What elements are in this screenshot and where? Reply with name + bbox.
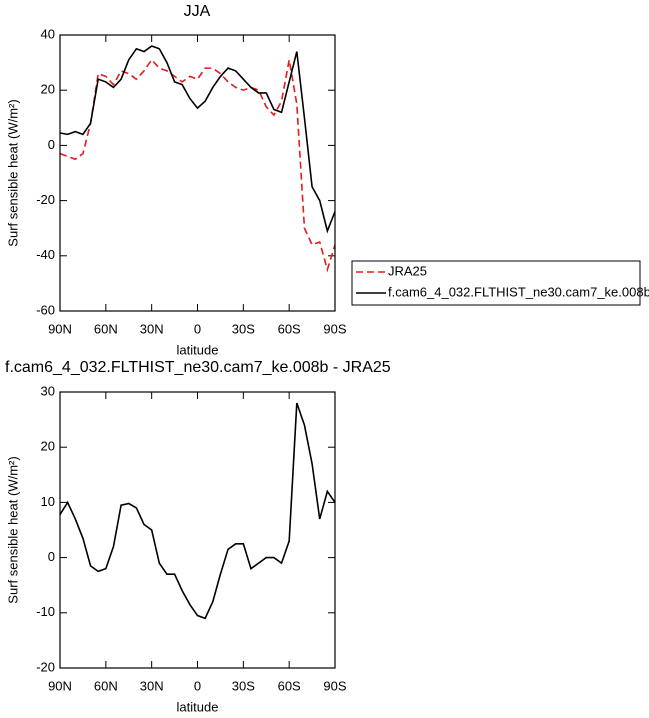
y-axis-label: Surf sensible heat (W/m²) [5, 456, 20, 603]
x-tick-label: 60S [278, 678, 301, 693]
y-tick-label: 30 [41, 383, 55, 398]
x-tick-label: 90S [323, 678, 346, 693]
data-line [59, 402, 336, 620]
x-tick-label: 30N [140, 678, 164, 693]
chart-title: JJA [184, 3, 211, 20]
y-tick-label: 0 [48, 137, 55, 152]
x-tick-label: 90S [323, 321, 346, 336]
plot-frame [59, 391, 336, 669]
x-tick-label: 30S [232, 678, 255, 693]
data-line [59, 45, 336, 234]
chart-title: f.cam6_4_032.FLTHIST_ne30.cam7_ke.008b -… [5, 359, 391, 376]
y-tick-label: -40 [36, 247, 55, 262]
y-tick-label: -20 [36, 192, 55, 207]
y-axis-label: Surf sensible heat (W/m²) [5, 99, 20, 246]
x-tick-label: 60N [94, 321, 118, 336]
data-line [59, 58, 336, 273]
x-tick-label: 30N [140, 321, 164, 336]
x-tick-label: 0 [194, 678, 201, 693]
legend-box [351, 260, 641, 306]
x-axis-label: latitude [177, 699, 219, 714]
y-tick-label: -10 [36, 604, 55, 619]
legend-label: JRA25 [388, 263, 427, 278]
x-tick-label: 60S [278, 321, 301, 336]
y-tick-label: 10 [41, 494, 55, 509]
y-tick-label: -60 [36, 302, 55, 317]
y-tick-label: 20 [41, 439, 55, 454]
y-tick-label: 20 [41, 82, 55, 97]
x-tick-label: 90N [48, 321, 72, 336]
x-tick-label: 60N [94, 678, 118, 693]
plot-frame [59, 34, 336, 312]
x-tick-label: 90N [48, 678, 72, 693]
x-tick-label: 0 [194, 321, 201, 336]
x-tick-label: 30S [232, 321, 255, 336]
y-tick-label: 40 [41, 26, 55, 41]
x-axis-label: latitude [177, 342, 219, 357]
y-tick-label: 0 [48, 549, 55, 564]
y-tick-label: -20 [36, 659, 55, 674]
legend-label: f.cam6_4_032.FLTHIST_ne30.cam7_ke.008b [388, 284, 649, 299]
